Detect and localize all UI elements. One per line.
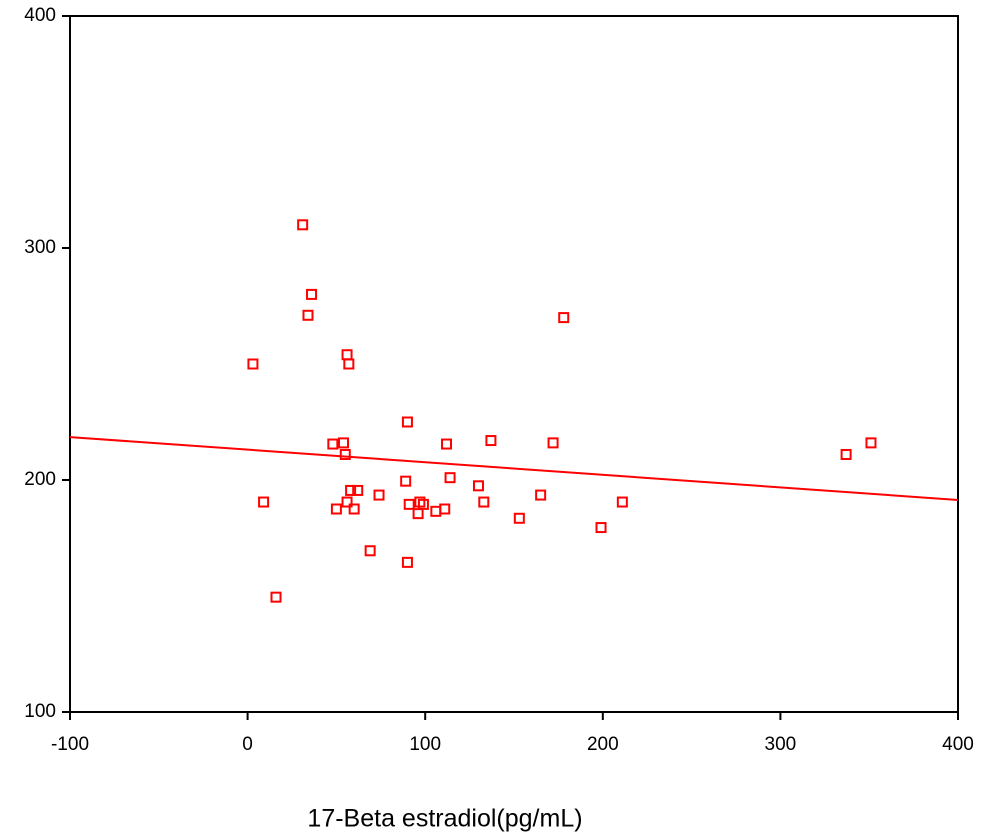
y-tick-label: 400 (24, 5, 56, 26)
point (535, 489, 547, 501)
point (547, 437, 559, 449)
point (616, 496, 628, 508)
point (341, 496, 353, 508)
y-tick-label: 300 (24, 237, 56, 258)
fit-line (69, 436, 959, 501)
y-tick-label: 100 (24, 701, 56, 722)
point (430, 505, 442, 517)
point (345, 484, 357, 496)
point (558, 312, 570, 324)
point (352, 484, 364, 496)
x-tick-label: 400 (942, 734, 974, 755)
point (339, 448, 351, 460)
point (840, 448, 852, 460)
plot-frame (69, 15, 959, 713)
x-tick-label: 100 (409, 734, 441, 755)
point (478, 496, 490, 508)
point (513, 512, 525, 524)
x-tick-label: 300 (765, 734, 797, 755)
point (441, 438, 453, 450)
point (306, 288, 318, 300)
y-tick-label: 200 (24, 469, 56, 490)
point (412, 508, 424, 520)
point (401, 416, 413, 428)
x-tick-label: 200 (587, 734, 619, 755)
point (348, 503, 360, 515)
point (595, 522, 607, 534)
point (258, 496, 270, 508)
point (401, 556, 413, 568)
point (338, 437, 350, 449)
point (247, 358, 259, 370)
point (330, 503, 342, 515)
point (472, 480, 484, 492)
point (444, 472, 456, 484)
point (400, 475, 412, 487)
point (865, 437, 877, 449)
point (343, 358, 355, 370)
point (439, 503, 451, 515)
point (403, 498, 415, 510)
point (485, 435, 497, 447)
point (297, 219, 309, 231)
x-axis-label: 17-Beta estradiol(pg/mL) (307, 805, 582, 833)
point (364, 545, 376, 557)
point (341, 349, 353, 361)
x-tick-label: 0 (242, 734, 253, 755)
point (373, 489, 385, 501)
point (327, 438, 339, 450)
point (302, 309, 314, 321)
x-tick-label: -100 (51, 734, 89, 755)
point (270, 591, 282, 603)
